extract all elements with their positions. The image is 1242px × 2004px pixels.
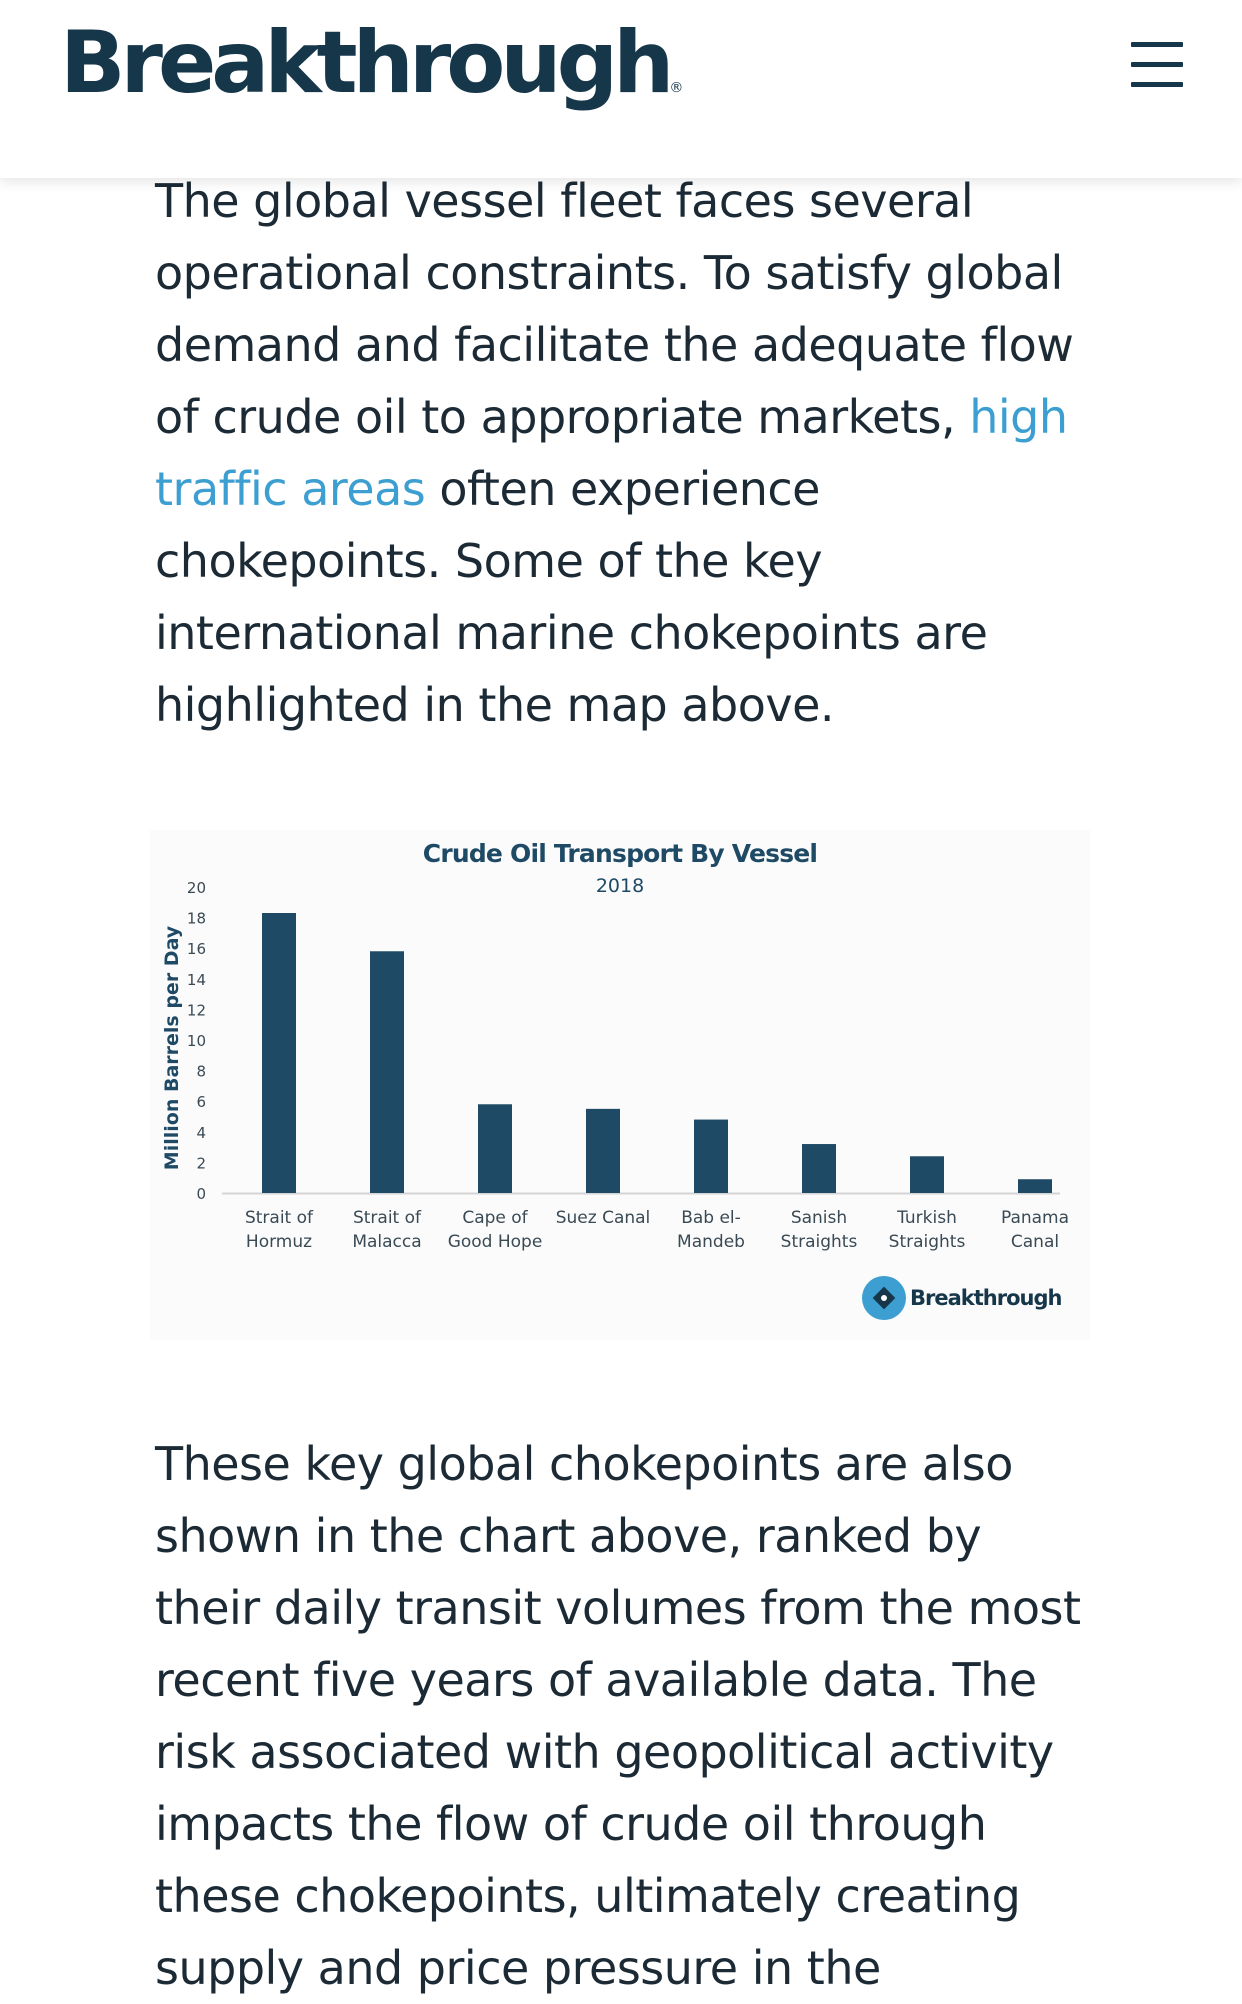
hamburger-menu-icon[interactable] (1126, 40, 1186, 90)
chart-ylabel: Million Barrels per Day (161, 925, 183, 1170)
y-tick-label: 20 (187, 879, 206, 897)
intro-paragraph: The global vessel fleet faces several op… (155, 165, 1095, 741)
chart-bar (370, 951, 404, 1193)
chart-title: Crude Oil Transport By Vessel (423, 839, 817, 868)
chart-bar (910, 1156, 944, 1193)
x-tick-label: Strait of (353, 1208, 422, 1228)
y-tick-label: 14 (187, 971, 206, 989)
chart-bar (478, 1104, 512, 1193)
x-tick-label: Sanish (791, 1208, 847, 1228)
chart-svg: Crude Oil Transport By Vessel2018Million… (161, 839, 1069, 1252)
menu-line-middle (1131, 62, 1183, 67)
y-tick-label: 8 (196, 1063, 206, 1081)
x-tick-label: Turkish (896, 1208, 957, 1228)
logo-text: Breakthrough (60, 13, 674, 113)
intro-text-before: The global vessel fleet faces several op… (155, 174, 1074, 444)
breakthrough-logo[interactable]: Breakthrough® (60, 8, 683, 143)
x-tick-label: Canal (1011, 1232, 1059, 1252)
x-tick-label: Strait of (245, 1208, 314, 1228)
x-tick-label: Suez Canal (556, 1208, 651, 1228)
chart-watermark: Breakthrough (862, 1273, 1062, 1323)
menu-line-top (1131, 42, 1183, 47)
chart-subtitle: 2018 (596, 875, 644, 897)
y-tick-label: 18 (187, 910, 206, 928)
x-tick-label: Good Hope (448, 1232, 543, 1252)
y-tick-label: 4 (196, 1124, 206, 1142)
registered-mark: ® (669, 80, 684, 96)
x-tick-label: Mandeb (677, 1232, 745, 1252)
site-header: Breakthrough® (0, 0, 1242, 178)
outro-paragraph: These key global chokepoints are also sh… (155, 1437, 1081, 1995)
y-tick-label: 2 (196, 1154, 206, 1172)
breakthrough-logo-icon (862, 1276, 906, 1320)
y-tick-label: 16 (187, 940, 206, 958)
x-tick-label: Cape of (462, 1208, 528, 1228)
x-tick-label: Straights (889, 1232, 966, 1252)
crude-oil-chart: Crude Oil Transport By Vessel 2018 Million… (150, 830, 1090, 1340)
x-tick-label: Bab el- (681, 1208, 741, 1228)
x-tick-label: Straights (781, 1232, 858, 1252)
y-tick-label: 6 (196, 1093, 206, 1111)
x-tick-label: Hormuz (246, 1232, 312, 1252)
x-tick-label: Panama (1001, 1208, 1069, 1228)
chart-bar (802, 1144, 836, 1193)
chart-watermark-text: Breakthrough (910, 1286, 1062, 1310)
chart-bar (694, 1119, 728, 1193)
x-tick-label: Malacca (352, 1232, 421, 1252)
intro-text-after: often experience chokepoints. Some of th… (155, 462, 988, 732)
chart-bar (1018, 1179, 1052, 1193)
y-tick-label: 12 (187, 1001, 206, 1019)
chart-bar (586, 1108, 620, 1193)
y-tick-label: 10 (187, 1032, 206, 1050)
high-traffic-areas-link[interactable]: high traffic areas (155, 390, 1068, 516)
menu-line-bottom (1131, 82, 1183, 87)
y-tick-label: 0 (196, 1185, 206, 1203)
chart-bar (262, 913, 296, 1193)
